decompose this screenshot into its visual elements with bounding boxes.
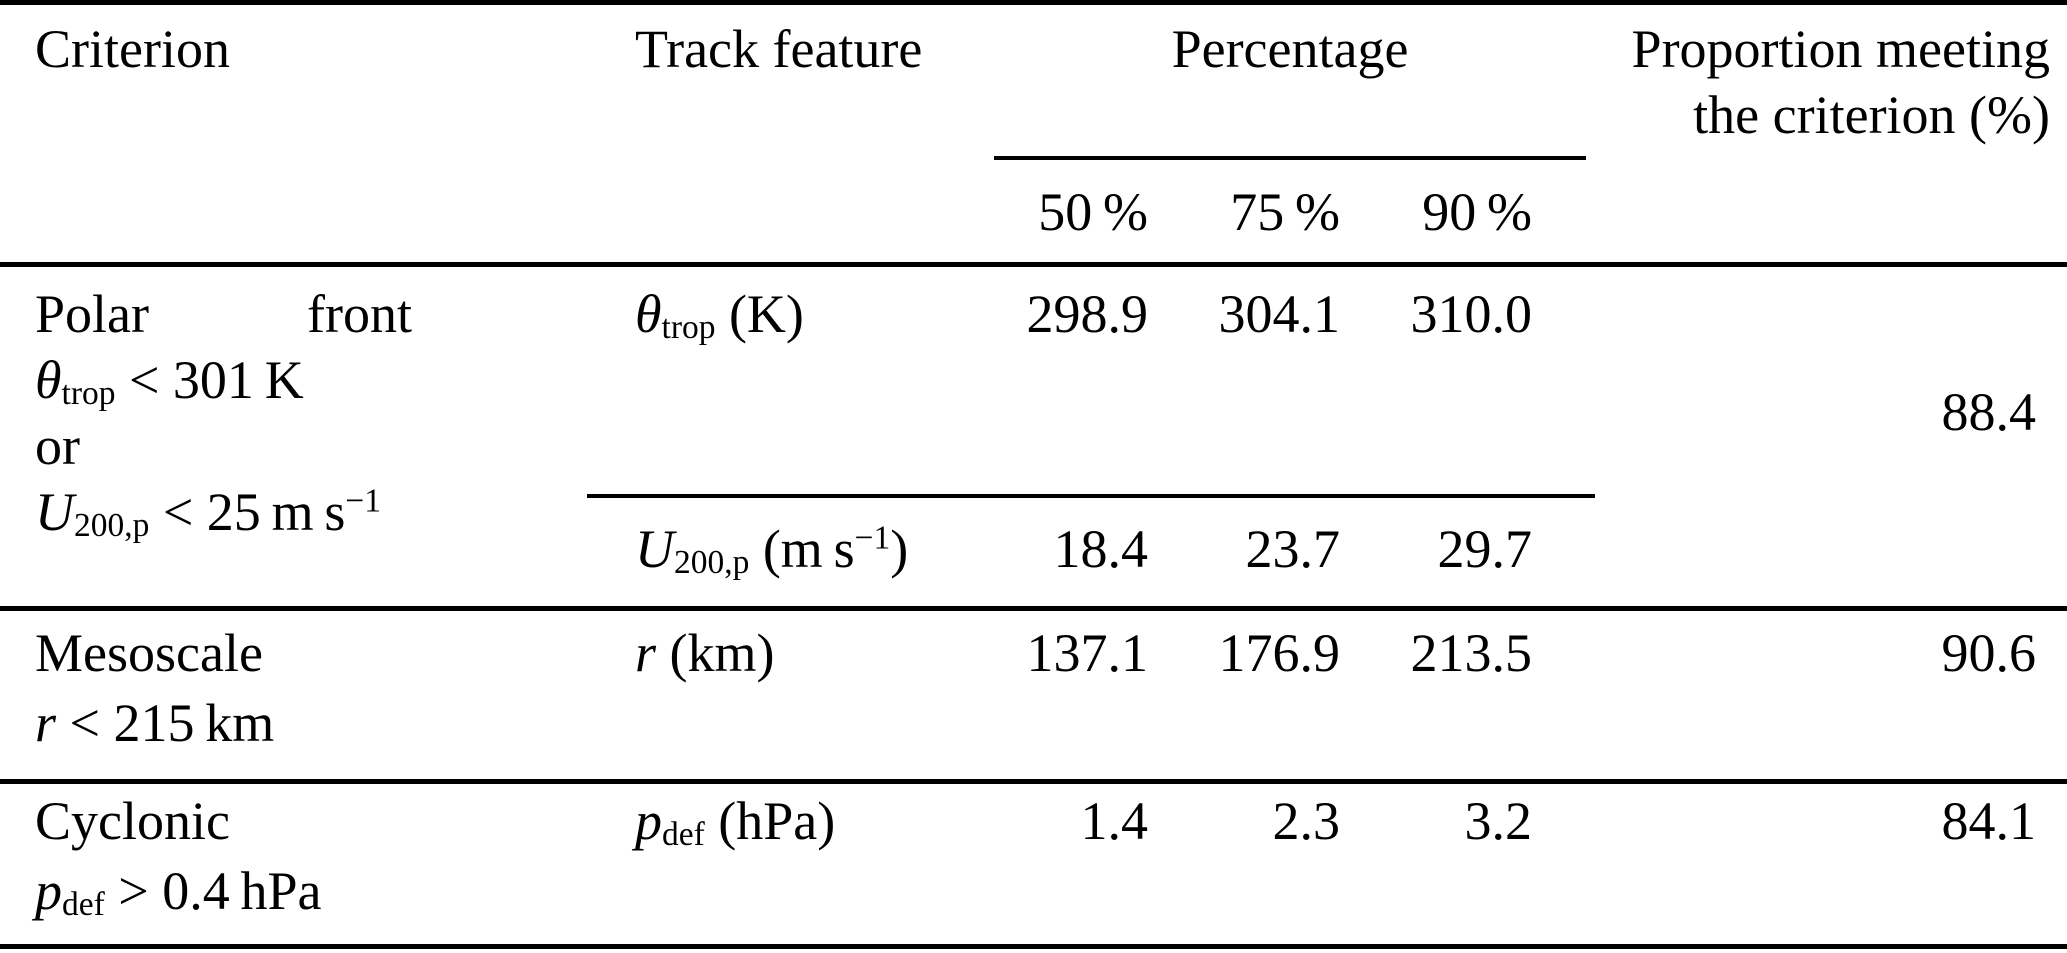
subheader-90th-percentile: 90 %: [1422, 182, 1532, 242]
column-header-track-feature: Track feature: [635, 19, 923, 79]
criterion-word-front: front: [307, 284, 412, 344]
criterion-cyclonic-line2: pdef > 0.4 hPa: [35, 861, 322, 924]
proportion-polar-front: 88.4: [1941, 382, 2037, 442]
value-u200p-p75: 23.7: [1245, 519, 1341, 579]
column-header-criterion: Criterion: [35, 19, 230, 79]
polar-front-subrow-divider-rule: [587, 494, 1595, 498]
proportion-cyclonic: 84.1: [1941, 791, 2037, 851]
proportion-mesoscale: 90.6: [1941, 623, 2037, 683]
criterion-polar-front-line4: U200,p < 25 m s−1: [35, 482, 382, 545]
track-feature-u200p: U200,p (m s−1): [635, 519, 909, 582]
value-pdef-p90: 3.2: [1464, 791, 1533, 851]
table-bottom-rule: [0, 944, 2067, 949]
column-header-proportion-line2: the criterion (%): [1693, 85, 2050, 145]
criterion-polar-front-line2: θtrop < 301 K: [35, 350, 304, 413]
track-feature-pdef: pdef (hPa): [635, 791, 836, 854]
value-theta-trop-p75: 304.1: [1218, 284, 1341, 344]
criterion-polar-front-line1: Polar front: [35, 281, 412, 347]
row-divider-rule-1: [0, 606, 2067, 611]
criterion-mesoscale-line2: r < 215 km: [35, 693, 275, 753]
value-u200p-p90: 29.7: [1437, 519, 1533, 579]
subheader-50th-percentile: 50 %: [1038, 182, 1148, 242]
value-theta-trop-p50: 298.9: [1026, 284, 1149, 344]
value-pdef-p50: 1.4: [1080, 791, 1149, 851]
value-radius-p90: 213.5: [1410, 623, 1533, 683]
value-pdef-p75: 2.3: [1272, 791, 1341, 851]
criterion-polar-front-line3: or: [35, 416, 80, 476]
value-u200p-p50: 18.4: [1053, 519, 1149, 579]
percentage-group-rule: [994, 156, 1586, 160]
value-theta-trop-p90: 310.0: [1410, 284, 1533, 344]
criterion-cyclonic-line1: Cyclonic: [35, 791, 230, 851]
subheader-75th-percentile: 75 %: [1230, 182, 1340, 242]
column-header-percentage: Percentage: [1171, 19, 1409, 79]
value-radius-p75: 176.9: [1218, 623, 1341, 683]
track-feature-theta-trop: θtrop (K): [635, 284, 804, 347]
column-header-proportion: Proportion meeting the criterion (%): [1570, 16, 2050, 148]
column-header-proportion-line1: Proportion meeting: [1631, 19, 2050, 79]
header-bottom-rule: [0, 262, 2067, 267]
criterion-cell-polar-front: Polar front θtrop < 301 K or U200,p < 25…: [35, 281, 412, 545]
track-feature-radius: r (km): [635, 623, 775, 683]
value-radius-p50: 137.1: [1026, 623, 1149, 683]
table-top-rule: [0, 0, 2067, 5]
criterion-mesoscale-line1: Mesoscale: [35, 623, 263, 683]
row-divider-rule-2: [0, 779, 2067, 784]
criterion-word-polar: Polar: [35, 284, 149, 344]
